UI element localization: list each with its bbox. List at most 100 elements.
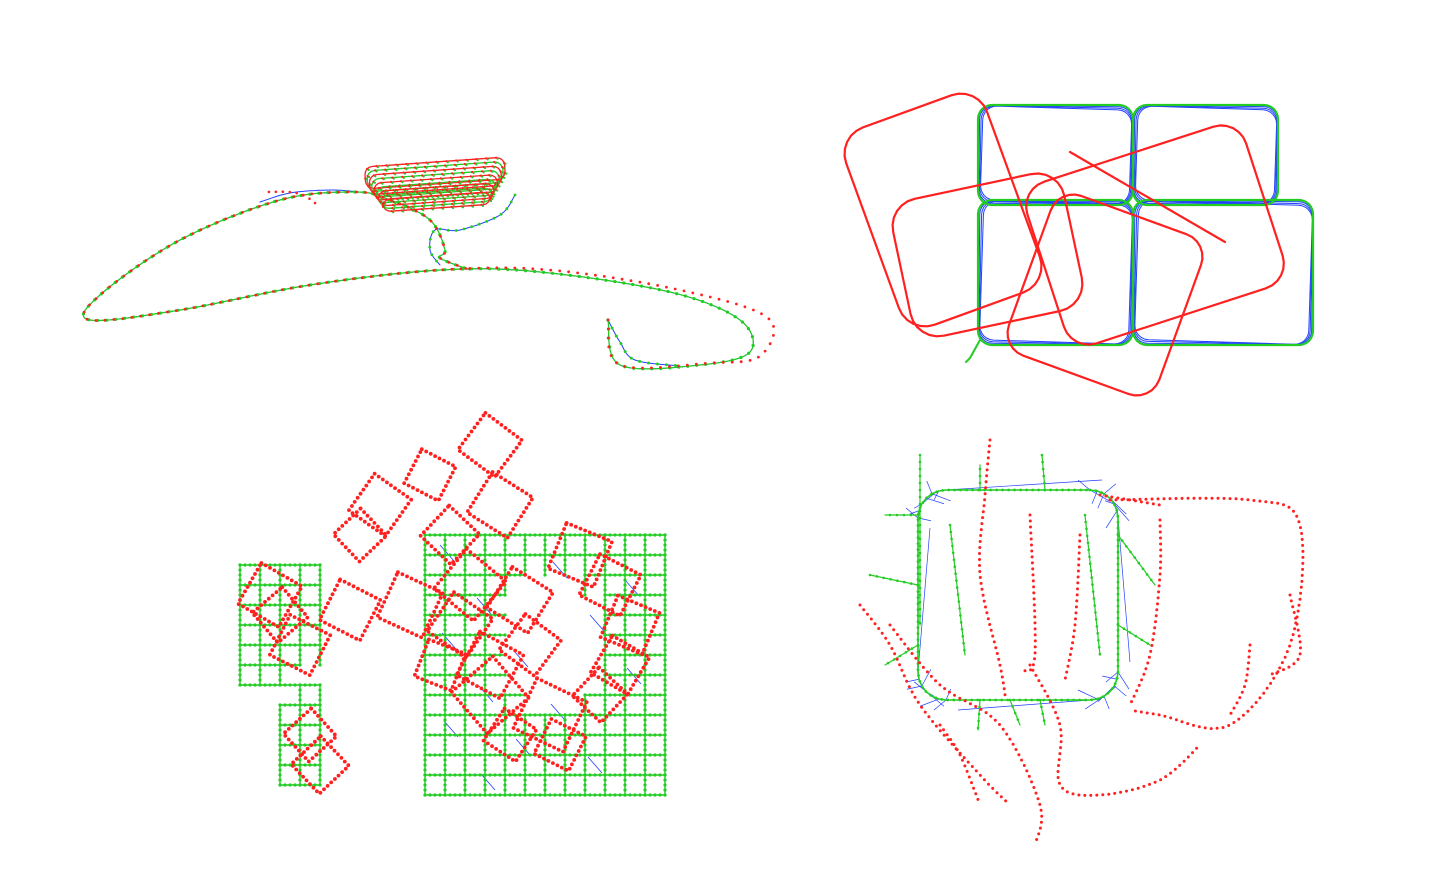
optimized-pose (658, 553, 661, 556)
initial-pose (1297, 658, 1300, 661)
optimized-pose (919, 475, 922, 478)
initial-pose (488, 657, 492, 661)
optimized-pose (443, 538, 446, 541)
initial-pose (299, 587, 303, 591)
optimized-pose (1049, 489, 1052, 492)
optimized-pose (443, 768, 446, 771)
optimized-pose (443, 773, 446, 776)
optimized-pose (1090, 576, 1093, 579)
initial-pose (497, 662, 501, 666)
initial-pose (939, 729, 942, 732)
initial-pose (914, 696, 917, 699)
optimized-pose (583, 748, 586, 751)
optimized-pose (1121, 539, 1124, 542)
optimized-pose (318, 563, 321, 566)
optimized-pose (463, 693, 466, 696)
optimized-pose (543, 748, 546, 751)
optimized-pose (1037, 489, 1040, 492)
optimized-pose (638, 753, 641, 756)
optimized-pose (298, 628, 301, 631)
optimized-pose (643, 628, 646, 631)
initial-pose (453, 680, 457, 684)
optimized-pose (493, 553, 496, 556)
initial-pose (478, 464, 482, 468)
optimized-pose (663, 723, 666, 726)
initial-pose (1159, 537, 1162, 540)
initial-pose (518, 651, 522, 655)
initial-pose (359, 507, 363, 511)
initial-pose (1293, 611, 1296, 614)
optimized-pose (1098, 646, 1101, 649)
initial-pose (971, 765, 974, 768)
initial-pose (458, 514, 462, 518)
initial-pose (1077, 564, 1080, 567)
optimized-pose (643, 753, 646, 756)
initial-pose (502, 583, 506, 587)
optimized-pose (443, 623, 446, 626)
optimized-pose (949, 524, 952, 527)
initial-pose (524, 720, 528, 724)
optimized-pose (443, 713, 446, 716)
initial-pose (393, 172, 395, 174)
optimized-pose (970, 699, 973, 702)
optimized-pose (243, 563, 246, 566)
initial-pose (1193, 497, 1196, 500)
initial-pose (549, 683, 553, 687)
initial-pose (464, 163, 466, 165)
optimized-pose (613, 693, 616, 696)
optimized-pose (963, 649, 966, 652)
optimized-pose (623, 723, 626, 726)
optimized-pose (663, 738, 666, 741)
optimized-pose (423, 793, 426, 796)
initial-pose (496, 573, 500, 577)
initial-pose (978, 546, 981, 549)
optimized-pose (438, 793, 441, 796)
initial-pose (442, 459, 446, 463)
optimized-pose (543, 773, 546, 776)
optimized-pose (919, 615, 922, 618)
initial-pose (1276, 670, 1279, 673)
initial-pose (414, 459, 418, 463)
optimized-pose (493, 733, 496, 736)
optimized-pose (533, 270, 536, 273)
initial-pose (472, 515, 476, 519)
optimized-pose (1006, 699, 1009, 702)
initial-pose (308, 197, 311, 200)
optimized-pose (483, 668, 486, 671)
constraint-edge (588, 757, 602, 773)
initial-pose (1298, 604, 1301, 607)
initial-pose (953, 743, 956, 746)
optimized-pose (653, 693, 656, 696)
optimized-pose (623, 763, 626, 766)
initial-pose (1232, 721, 1235, 724)
initial-pose (1174, 768, 1177, 771)
initial-pose (429, 495, 433, 499)
optimized-pose (675, 292, 678, 295)
optimized-pose (503, 728, 506, 731)
initial-pose (294, 581, 298, 585)
initial-pose (514, 667, 518, 671)
optimized-pose (423, 568, 426, 571)
optimized-pose (443, 683, 446, 686)
initial-pose (583, 681, 587, 685)
initial-pose (484, 660, 488, 664)
optimized-pose (603, 663, 606, 666)
initial-pose (439, 578, 443, 582)
optimized-pose (663, 558, 666, 561)
optimized-pose (1084, 521, 1087, 524)
optimized-pose (483, 588, 486, 591)
constraint-edge (934, 700, 946, 710)
optimized-pose (548, 533, 551, 536)
initial-pose (597, 675, 601, 679)
optimized-pose (448, 773, 451, 776)
initial-pose (488, 174, 490, 176)
initial-pose (309, 707, 313, 711)
optimized-pose (503, 793, 506, 796)
initial-pose (528, 615, 532, 619)
initial-pose (287, 738, 291, 742)
initial-pose (286, 617, 290, 621)
optimized-pose (288, 783, 291, 786)
initial-pose (347, 582, 351, 586)
optimized-pose (468, 773, 471, 776)
optimized-pose (959, 614, 962, 617)
